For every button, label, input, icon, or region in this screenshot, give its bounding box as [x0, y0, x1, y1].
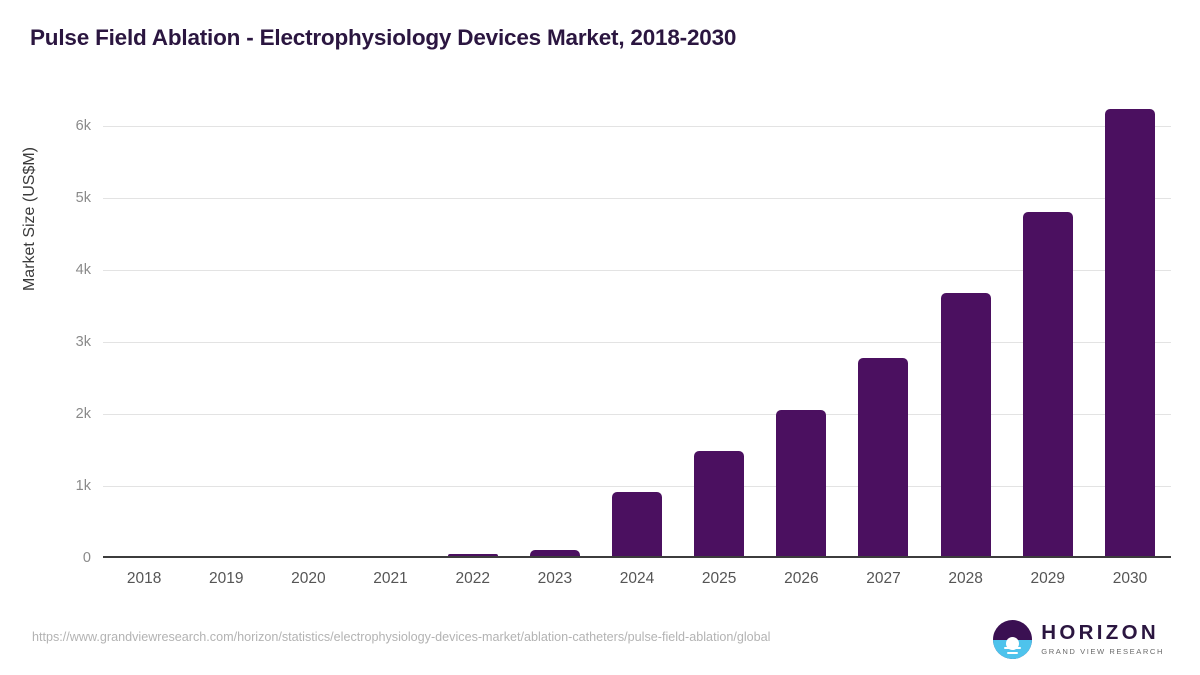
x-axis-line [103, 556, 1171, 558]
y-tick-label: 3k [75, 334, 91, 350]
x-tick-label: 2023 [537, 570, 573, 587]
bar-2025[interactable] [694, 451, 745, 558]
bar-slot [432, 108, 514, 558]
y-tick-label: 2k [75, 406, 91, 422]
gridline [103, 342, 1171, 343]
x-tick-label: 2028 [948, 570, 983, 587]
bar-slot [514, 108, 596, 558]
x-tick-label: 2020 [291, 570, 326, 587]
x-tick-label: 2026 [784, 570, 819, 587]
x-tick-label: 2021 [373, 570, 408, 587]
x-tick-label: 2024 [619, 570, 655, 587]
y-tick-label: 6k [75, 118, 91, 134]
logo-sun-shape [1006, 637, 1020, 651]
x-tick-label: 2025 [701, 570, 737, 587]
logo-wordmark: HORIZON [1041, 621, 1159, 645]
x-tick-label: 2018 [126, 570, 162, 587]
plot-area: 0 1k 2k 3k 4k 5k 6k [76, 108, 1171, 566]
bar-slot [925, 108, 1007, 558]
logo-text: HORIZON GRAND VIEW RESEARCH [1041, 623, 1164, 655]
bar-slot [678, 108, 760, 558]
x-tick-label: 2029 [1030, 570, 1066, 587]
bar-slot [1007, 108, 1089, 558]
bar-slot [760, 108, 842, 558]
gridline [103, 270, 1171, 271]
bar-slot [349, 108, 431, 558]
bar-slot [185, 108, 267, 558]
bar-2030[interactable] [1104, 109, 1155, 558]
y-tick-label: 5k [75, 190, 91, 206]
x-tick-label: 2022 [455, 570, 490, 587]
bar-2024[interactable] [612, 491, 663, 558]
y-tick-label: 4k [75, 262, 91, 278]
bar-slot [103, 108, 185, 558]
page-title: Pulse Field Ablation - Electrophysiology… [30, 25, 737, 50]
x-axis-tick-labels: 2018 2019 2020 2021 2022 2023 2024 2025 2026 2027… [103, 570, 1171, 588]
gridline [103, 198, 1171, 199]
logo-ray-top [1004, 647, 1022, 650]
bar-series [103, 108, 1171, 558]
bar-2029[interactable] [1022, 211, 1073, 558]
bar-2023[interactable] [529, 550, 580, 558]
bar-slot [842, 108, 924, 558]
logo-tagline: GRAND VIEW RESEARCH [1041, 646, 1164, 656]
x-tick-label: 2030 [1112, 570, 1148, 587]
y-tick-label: 1k [75, 478, 91, 494]
bar-2026[interactable] [776, 409, 827, 558]
bar-2028[interactable] [940, 293, 991, 558]
logo-ray-bottom [1007, 651, 1019, 654]
x-tick-label: 2019 [208, 570, 244, 587]
horizon-sunrise-icon [993, 620, 1033, 659]
bar-slot [596, 108, 678, 558]
gridline [103, 126, 1171, 127]
source-url[interactable]: https://www.grandviewresearch.com/horizo… [32, 630, 771, 644]
gridline [103, 414, 1171, 415]
bar-2022[interactable] [447, 554, 498, 558]
x-tick-label: 2027 [866, 570, 901, 587]
gridline [103, 486, 1171, 487]
bar-slot [267, 108, 349, 558]
y-tick-label: 0 [82, 550, 91, 566]
horizon-logo[interactable]: HORIZON GRAND VIEW RESEARCH [993, 620, 1164, 659]
bar-slot [1089, 108, 1171, 558]
bar-2027[interactable] [858, 357, 909, 558]
